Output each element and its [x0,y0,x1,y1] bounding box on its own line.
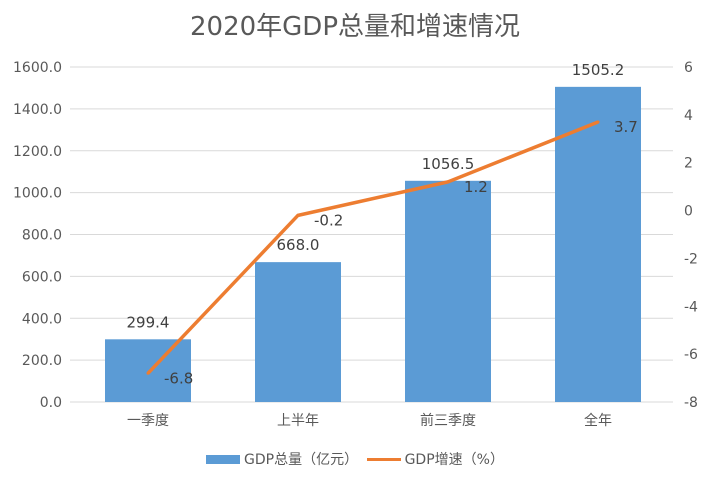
line-data-label: 3.7 [614,118,638,136]
bar-data-label: 299.4 [127,313,170,331]
legend-swatch-line [366,457,401,461]
bar-data-label: 668.0 [277,236,320,254]
line-point [446,180,450,184]
y-right-tick-label: -2 [684,251,698,267]
line-data-label: 1.2 [464,178,488,196]
x-tick-label: 一季度 [127,413,169,429]
y-right-tick-label: -6 [684,347,698,363]
y-left-tick-label: 800.0 [22,228,62,244]
y-right-tick-label: 0 [684,204,693,220]
line-data-label: -0.2 [314,211,343,229]
line-point [146,371,150,375]
line-point [296,213,300,217]
bar [405,180,491,402]
y-right-tick-label: 2 [684,156,693,172]
y-left-tick-label: 1600.0 [13,60,62,76]
growth-line [146,120,599,375]
line-point [596,120,600,124]
y-left-tick-label: 200.0 [22,353,62,369]
y-left-tick-label: 1400.0 [13,102,62,118]
bar-data-label: 1056.5 [422,155,475,173]
legend-swatch-bar [206,454,241,464]
y-left-tick-label: 400.0 [22,311,62,327]
legend-label-gdp: GDP总量（亿元） [244,452,359,468]
x-tick-label: 全年 [584,412,612,429]
bar [255,262,341,402]
y-right-tick-label: -4 [684,299,698,315]
y-right-tick-label: -8 [684,395,698,411]
y-right-tick-label: 4 [684,108,693,124]
legend: GDP总量（亿元） GDP增速（%） [0,449,710,469]
legend-label-growth: GDP增速（%） [404,452,504,468]
y-right-tick-label: 6 [684,60,693,76]
x-tick-label: 前三季度 [420,412,476,429]
y-left-tick-label: 0.0 [40,395,62,411]
bar-data-label: 1505.2 [572,61,625,79]
bar [105,339,191,402]
chart-title: 2020年GDP总量和增速情况 [189,12,520,42]
y-left-tick-label: 600.0 [22,269,62,285]
y-left-tick-label: 1200.0 [13,144,62,160]
bar [555,86,641,402]
x-tick-label: 上半年 [277,413,319,429]
line-data-label: -6.8 [164,369,193,387]
y-left-tick-label: 1000.0 [13,186,62,202]
